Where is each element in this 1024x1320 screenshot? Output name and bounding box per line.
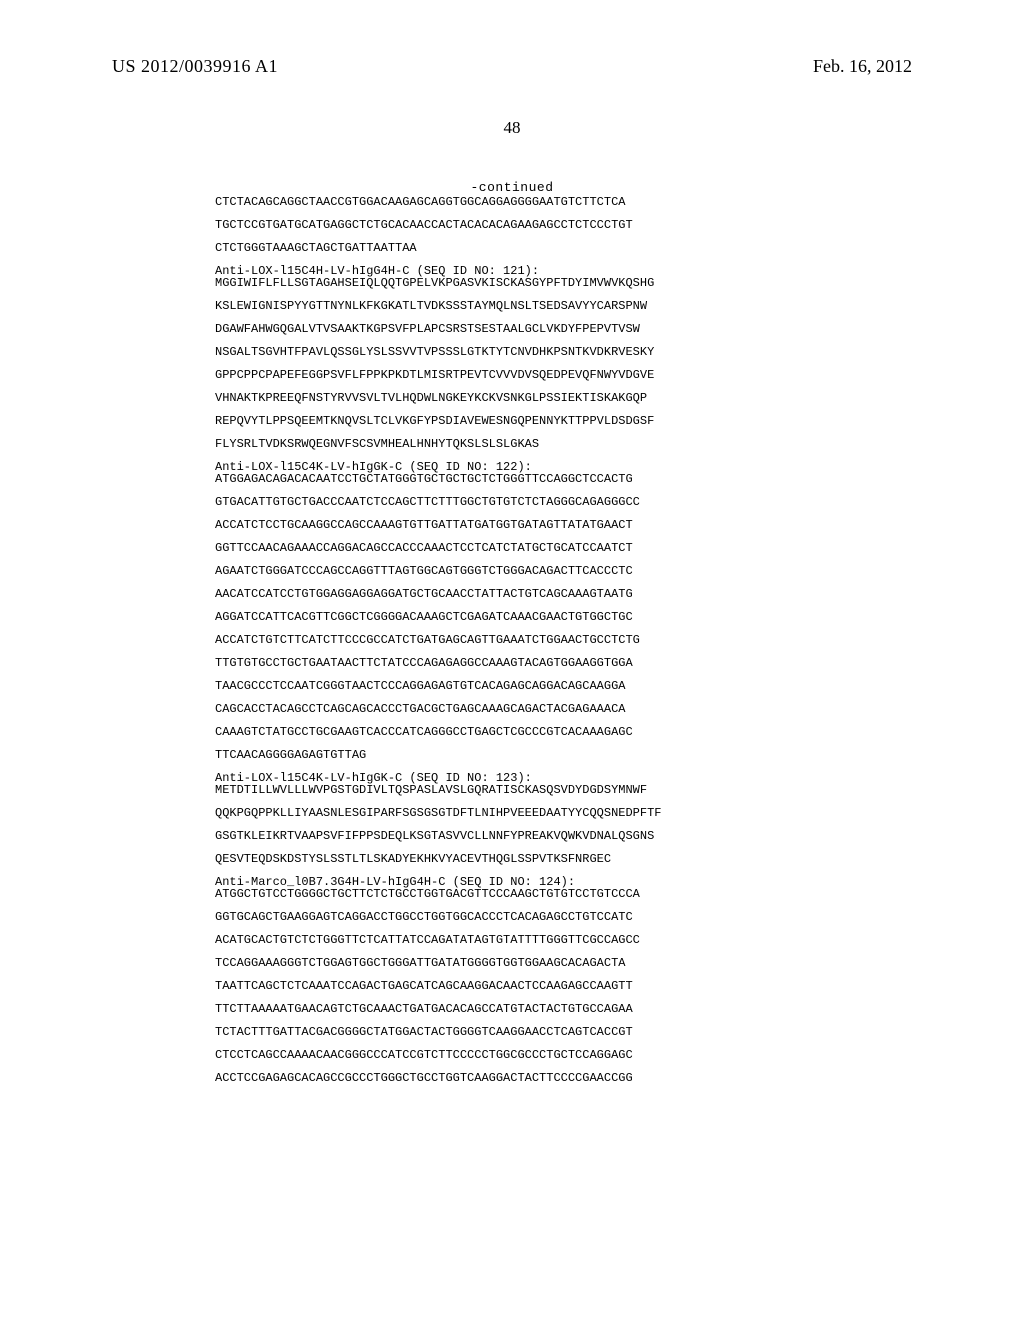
sequence-line: FLYSRLTVDKSRWQEGNVFSCSVMHEALHNHYTQKSLSLS… (215, 438, 855, 450)
publication-number: US 2012/0039916 A1 (112, 56, 278, 77)
sequence-line: ATGGAGACAGACACAATCCTGCTATGGGTGCTGCTGCTCT… (215, 473, 855, 485)
sequence-line: TTCAACAGGGGAGAGTGTTAG (215, 749, 855, 761)
sequence-line: MGGIWIFLFLLSGTAGAHSEIQLQQTGPELVKPGASVKIS… (215, 277, 855, 289)
publication-date: Feb. 16, 2012 (813, 56, 912, 77)
sequence-line: TCTACTTTGATTACGACGGGGCTATGGACTACTGGGGTCA… (215, 1026, 855, 1038)
sequence-line: ACCTCCGAGAGCACAGCCGCCCTGGGCTGCCTGGTCAAGG… (215, 1072, 855, 1084)
page-number: 48 (0, 118, 1024, 138)
continued-label: -continued (0, 180, 1024, 195)
sequence-line: ACCATCTCCTGCAAGGCCAGCCAAAGTGTTGATTATGATG… (215, 519, 855, 531)
sequence-line: TAACGCCCTCCAATCGGGTAACTCCCAGGAGAGTGTCACA… (215, 680, 855, 692)
sequence-line: TTCTTAAAAATGAACAGTCTGCAAACTGATGACACAGCCA… (215, 1003, 855, 1015)
sequence-line: AGGATCCATTCACGTTCGGCTCGGGGACAAAGCTCGAGAT… (215, 611, 855, 623)
sequence-line: ATGGCTGTCCTGGGGCTGCTTCTCTGCCTGGTGACGTTCC… (215, 888, 855, 900)
sequence-line: GGTGCAGCTGAAGGAGTCAGGACCTGGCCTGGTGGCACCC… (215, 911, 855, 923)
sequence-line: CAGCACCTACAGCCTCAGCAGCACCCTGACGCTGAGCAAA… (215, 703, 855, 715)
sequence-line: TCCAGGAAAGGGTCTGGAGTGGCTGGGATTGATATGGGGT… (215, 957, 855, 969)
sequence-line: QESVTEQDSKDSTYSLSSTLTLSKADYEKHKVYACEVTHQ… (215, 853, 855, 865)
sequence-line: KSLEWIGNISPYYGTTNYNLKFKGKATLTVDKSSSTAYMQ… (215, 300, 855, 312)
sequence-line: GTGACATTGTGCTGACCCAATCTCCAGCTTCTTTGGCTGT… (215, 496, 855, 508)
sequence-line: TAATTCAGCTCTCAAATCCAGACTGAGCATCAGCAAGGAC… (215, 980, 855, 992)
sequence-line: TGCTCCGTGATGCATGAGGCTCTGCACAACCACTACACAC… (215, 219, 855, 231)
sequence-line: AACATCCATCCTGTGGAGGAGGAGGATGCTGCAACCTATT… (215, 588, 855, 600)
sequence-line: CAAAGTCTATGCCTGCGAAGTCACCCATCAGGGCCTGAGC… (215, 726, 855, 738)
page-container: US 2012/0039916 A1 Feb. 16, 2012 48 -con… (0, 0, 1024, 1320)
sequence-line: CTCCTCAGCCAAAACAACGGGCCCATCCGTCTTCCCCCTG… (215, 1049, 855, 1061)
sequence-line: AGAATCTGGGATCCCAGCCAGGTTTAGTGGCAGTGGGTCT… (215, 565, 855, 577)
sequence-line: REPQVYTLPPSQEEMTKNQVSLTCLVKGFYPSDIAVEWES… (215, 415, 855, 427)
sequence-line: GPPCPPCPAPEFEGGPSVFLFPPKPKDTLMISRTPEVTCV… (215, 369, 855, 381)
sequence-line: GSGTKLEIKRTVAAPSVFIFPPSDEQLKSGTASVVCLLNN… (215, 830, 855, 842)
sequence-line: TTGTGTGCCTGCTGAATAACTTCTATCCCAGAGAGGCCAA… (215, 657, 855, 669)
sequence-line: CTCTGGGTAAAGCTAGCTGATTAATTAA (215, 242, 855, 254)
sequence-line: QQKPGQPPKLLIYAASNLESGIPARFSGSGSGTDFTLNIH… (215, 807, 855, 819)
sequence-line: ACCATCTGTCTTCATCTTCCCGCCATCTGATGAGCAGTTG… (215, 634, 855, 646)
sequence-line: METDTILLWVLLLWVPGSTGDIVLTQSPASLAVSLGQRAT… (215, 784, 855, 796)
sequence-line: VHNAKTKPREEQFNSTYRVVSVLTVLHQDWLNGKEYKCKV… (215, 392, 855, 404)
sequence-line: CTCTACAGCAGGCTAACCGTGGACAAGAGCAGGTGGCAGG… (215, 196, 855, 208)
sequence-line: GGTTCCAACAGAAACCAGGACAGCCACCCAAACTCCTCAT… (215, 542, 855, 554)
sequence-line: DGAWFAHWGQGALVTVSAAKTKGPSVFPLAPCSRSTSEST… (215, 323, 855, 335)
sequence-line: NSGALTSGVHTFPAVLQSSGLYSLSSVVTVPSSSLGTKTY… (215, 346, 855, 358)
sequence-block: CTCTACAGCAGGCTAACCGTGGACAAGAGCAGGTGGCAGG… (215, 196, 855, 1084)
sequence-line: ACATGCACTGTCTCTGGGTTCTCATTATCCAGATATAGTG… (215, 934, 855, 946)
